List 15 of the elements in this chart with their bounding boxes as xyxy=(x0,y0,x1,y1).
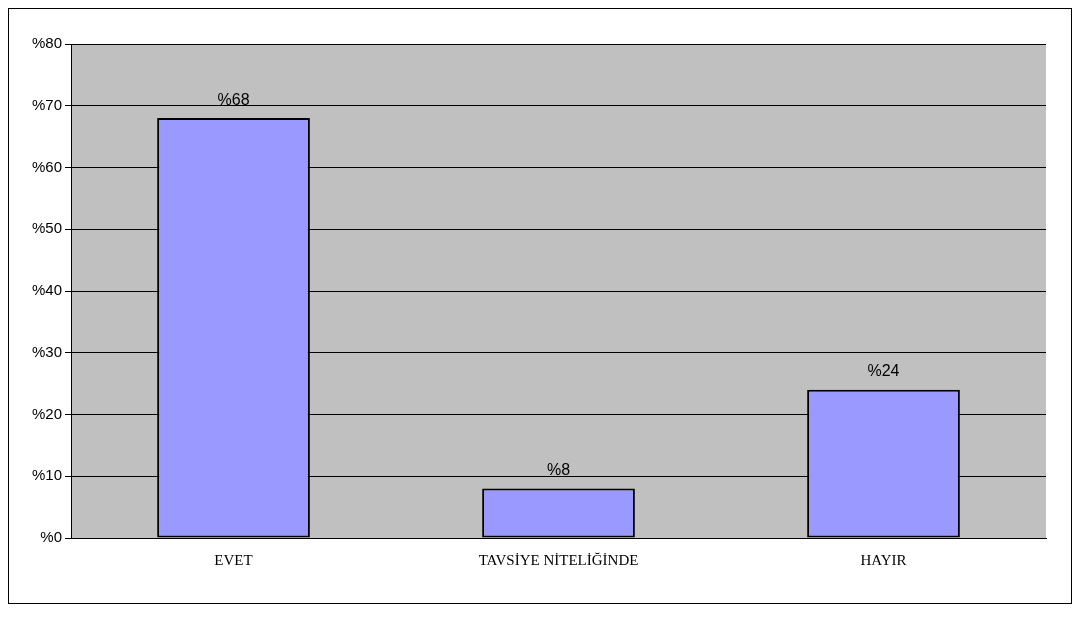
data-label: %8 xyxy=(546,461,571,479)
y-tick-label: %50 xyxy=(31,219,63,237)
y-tick-label: %20 xyxy=(31,404,63,422)
x-tick-label: EVET xyxy=(214,551,253,568)
x-tick-label: TAVSİYE NİTELİĞİNDE xyxy=(478,551,639,568)
y-tick-label: %0 xyxy=(40,528,63,546)
data-label: %24 xyxy=(867,362,900,380)
y-tick-label: %40 xyxy=(31,281,63,299)
y-tick-label: %60 xyxy=(31,157,63,175)
y-tick-label: %10 xyxy=(31,466,63,484)
data-label: %68 xyxy=(217,90,250,108)
x-tick-label: HAYIR xyxy=(860,551,907,568)
y-tick-label: %30 xyxy=(31,342,63,360)
y-tick-label: %80 xyxy=(31,34,63,52)
y-tick-label: %70 xyxy=(31,95,63,113)
